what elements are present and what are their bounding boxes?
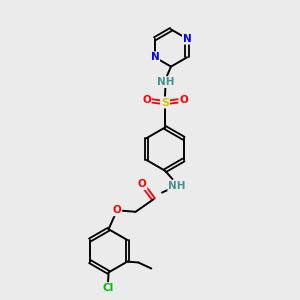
Text: S: S [161, 98, 169, 108]
Text: Cl: Cl [102, 283, 114, 293]
Text: NH: NH [168, 181, 186, 191]
Text: N: N [183, 34, 191, 44]
Text: O: O [142, 95, 151, 105]
Text: O: O [112, 205, 122, 215]
Text: O: O [138, 179, 147, 189]
Text: O: O [179, 95, 188, 105]
Text: NH: NH [157, 77, 174, 87]
Text: N: N [151, 52, 159, 62]
